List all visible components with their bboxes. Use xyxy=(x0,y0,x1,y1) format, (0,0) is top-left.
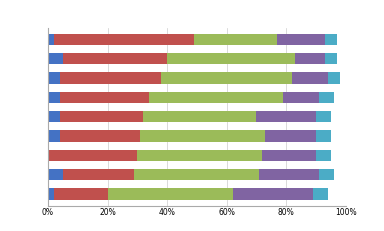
Bar xyxy=(262,149,316,161)
Bar xyxy=(257,111,316,122)
Bar xyxy=(319,91,334,103)
Bar xyxy=(316,111,331,122)
Bar xyxy=(292,72,328,84)
Bar xyxy=(259,169,319,180)
Bar xyxy=(48,169,63,180)
Bar xyxy=(233,188,313,200)
Bar xyxy=(313,188,328,200)
Bar xyxy=(48,111,60,122)
Bar xyxy=(265,130,316,142)
Bar xyxy=(140,130,265,142)
Bar xyxy=(54,188,108,200)
Bar xyxy=(161,72,292,84)
Bar xyxy=(54,33,194,45)
Bar xyxy=(319,169,334,180)
Bar xyxy=(48,33,54,45)
Bar xyxy=(108,188,233,200)
Bar xyxy=(137,149,262,161)
Bar xyxy=(60,111,143,122)
Bar xyxy=(48,188,54,200)
Bar xyxy=(48,53,63,64)
Bar xyxy=(295,53,325,64)
Bar xyxy=(48,130,60,142)
Bar xyxy=(60,91,149,103)
Bar xyxy=(316,130,331,142)
Bar xyxy=(283,91,319,103)
Bar xyxy=(167,53,295,64)
Bar xyxy=(325,53,337,64)
Bar xyxy=(48,72,60,84)
Bar xyxy=(48,149,137,161)
Bar xyxy=(149,91,283,103)
Bar xyxy=(48,91,60,103)
Bar xyxy=(60,72,161,84)
Bar xyxy=(143,111,257,122)
Bar xyxy=(63,169,134,180)
Bar xyxy=(316,149,331,161)
Bar xyxy=(60,130,140,142)
Bar xyxy=(134,169,259,180)
Bar xyxy=(325,33,337,45)
Bar xyxy=(277,33,325,45)
Bar xyxy=(63,53,167,64)
Bar xyxy=(194,33,277,45)
Bar xyxy=(328,72,340,84)
